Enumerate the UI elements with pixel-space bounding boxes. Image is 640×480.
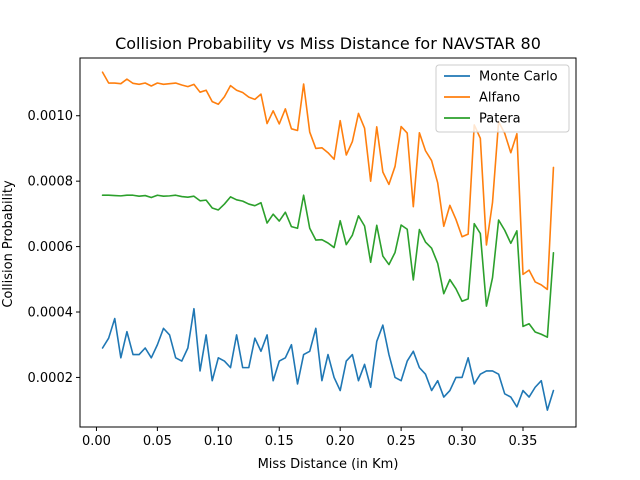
y-axis-label: Collision Probability [1, 180, 16, 308]
x-tick-label: 0.10 [204, 434, 233, 449]
x-tick-label: 0.15 [265, 434, 294, 449]
legend-box [435, 64, 570, 133]
legend: Monte Carlo Alfano Patera [435, 64, 570, 133]
axes-layer: 0.00 0.05 0.10 0.15 0.20 0.25 0.30 0.35 0.0002 0.… [28, 57, 577, 449]
y-tick-label: 0.0008 [28, 175, 74, 190]
y-tick-label: 0.0002 [28, 371, 74, 386]
x-tick-label: 0.35 [509, 434, 538, 449]
y-tick-label: 0.0006 [28, 240, 74, 255]
plot-frame [79, 57, 577, 428]
x-tick-label: 0.00 [82, 434, 111, 449]
series-line-monte-carlo [101, 307, 555, 411]
y-tick-label: 0.0010 [28, 109, 74, 124]
x-tick-label: 0.30 [448, 434, 477, 449]
x-tick-label: 0.25 [387, 434, 416, 449]
series-layer [101, 71, 555, 411]
chart-title: Collision Probability vs Miss Distance f… [115, 34, 541, 53]
legend-label-monte-carlo: Monte Carlo [479, 70, 558, 85]
legend-label-alfano: Alfano [479, 91, 520, 106]
x-axis-label: Miss Distance (in Km) [258, 457, 399, 472]
legend-label-patera: Patera [479, 112, 521, 127]
x-tick-label: 0.20 [326, 434, 355, 449]
series-line-patera [101, 194, 555, 339]
series-line-alfano [101, 71, 555, 291]
y-tick-label: 0.0004 [28, 306, 74, 321]
x-tick-label: 0.05 [143, 434, 172, 449]
